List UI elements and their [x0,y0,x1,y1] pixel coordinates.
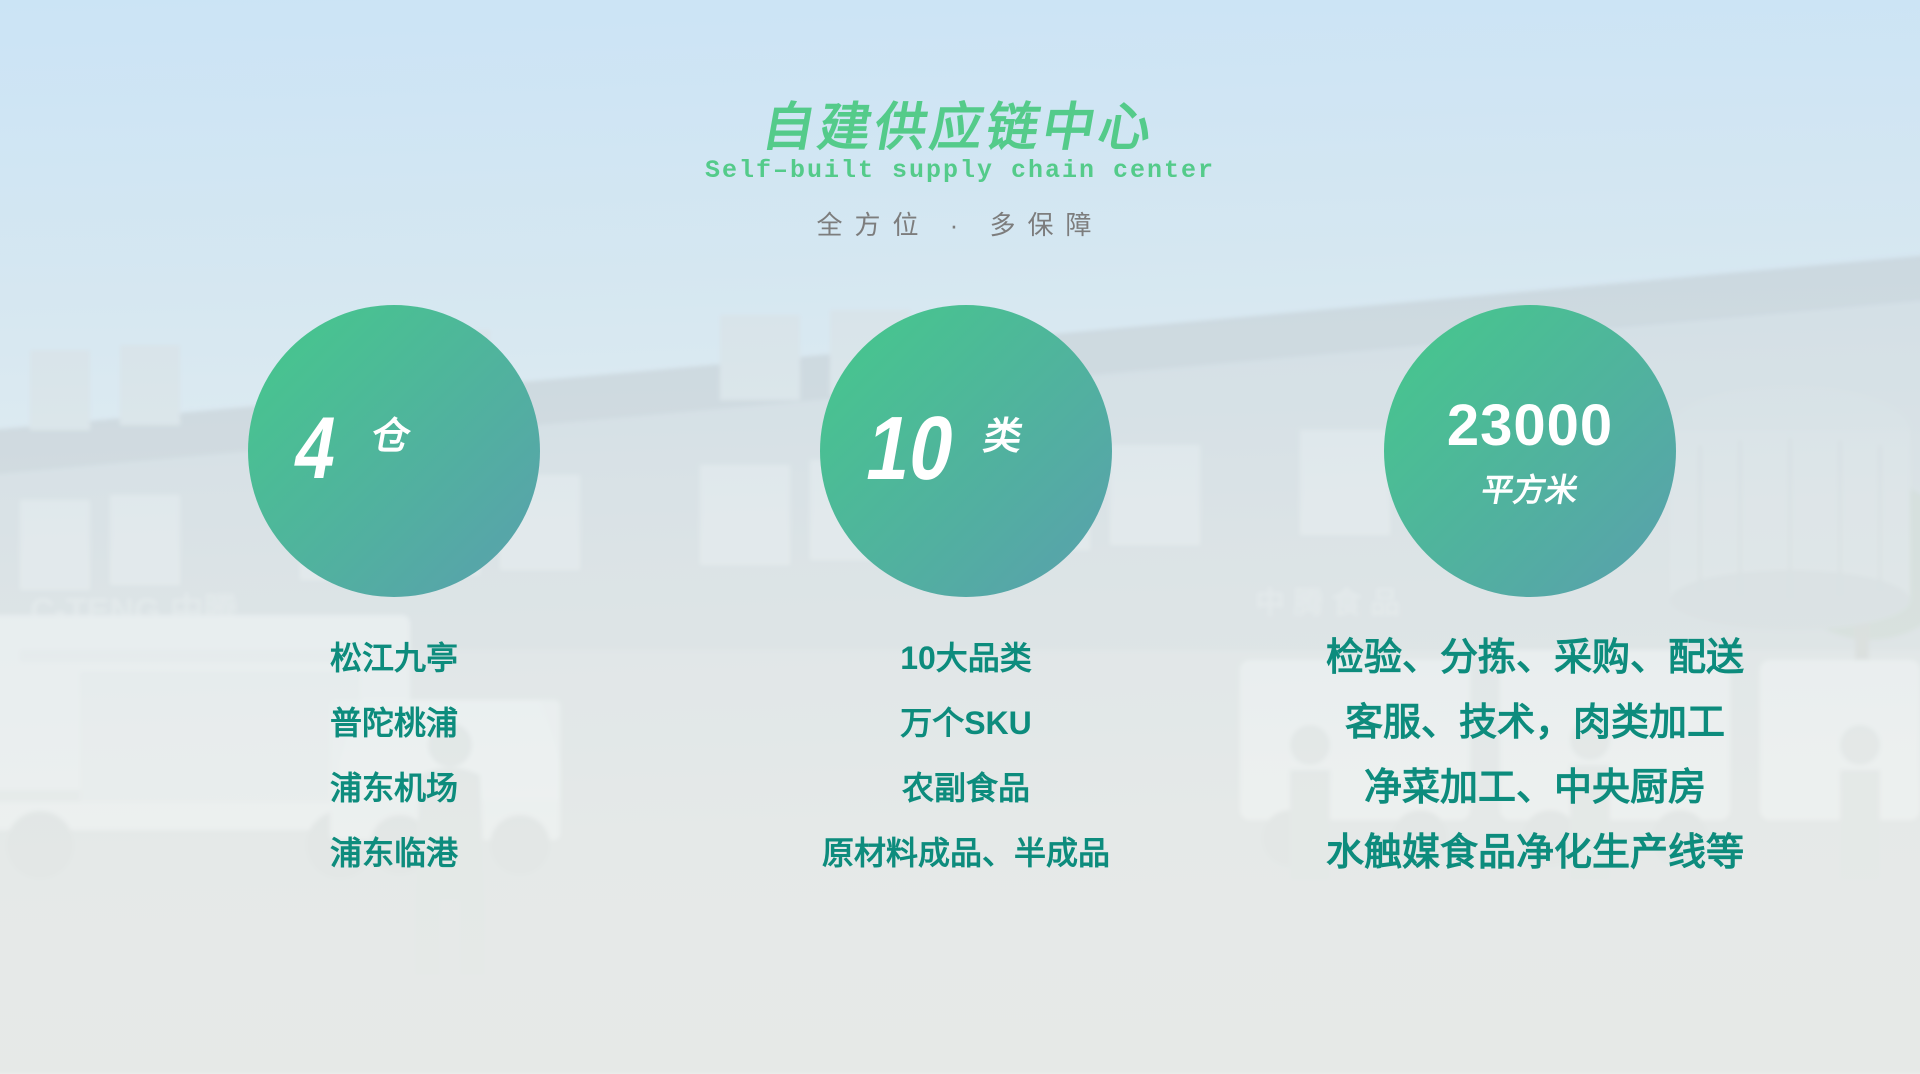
svg-text:中 腾 食 品: 中 腾 食 品 [1255,586,1400,620]
